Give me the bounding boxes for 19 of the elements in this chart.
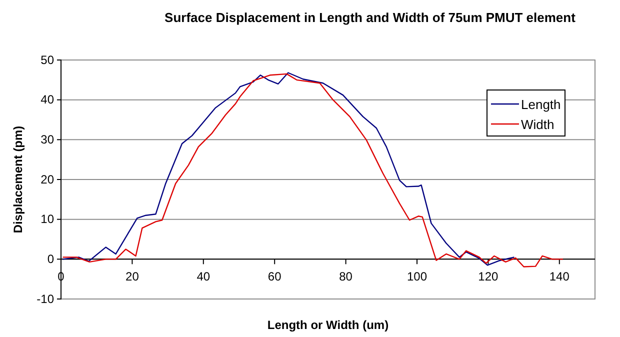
x-tick-label: 140 [549, 269, 570, 284]
x-tick-label: 100 [406, 269, 428, 284]
y-tick-label: 10 [40, 212, 54, 226]
x-tick-label: 40 [196, 269, 210, 284]
y-tick-label: 50 [40, 52, 54, 67]
x-axis-title: Length or Width (um) [267, 318, 389, 332]
y-tick-label: 40 [40, 92, 54, 107]
x-tick-label: 120 [478, 269, 499, 284]
y-tick-label: 20 [40, 172, 54, 186]
y-tick-label: -10 [36, 292, 54, 306]
x-tick-label: 60 [268, 269, 282, 284]
y-tick-label: 30 [40, 132, 54, 147]
legend-label: Length [521, 97, 561, 112]
y-tick-label: 0 [47, 252, 54, 266]
y-axis-title: Displacement (pm) [11, 126, 25, 234]
x-tick-label: 80 [339, 269, 353, 284]
legend-label: Width [521, 117, 554, 132]
chart-title: Surface Displacement in Length and Width of 75um PMUT element [164, 10, 576, 25]
x-tick-label: 20 [126, 269, 140, 284]
